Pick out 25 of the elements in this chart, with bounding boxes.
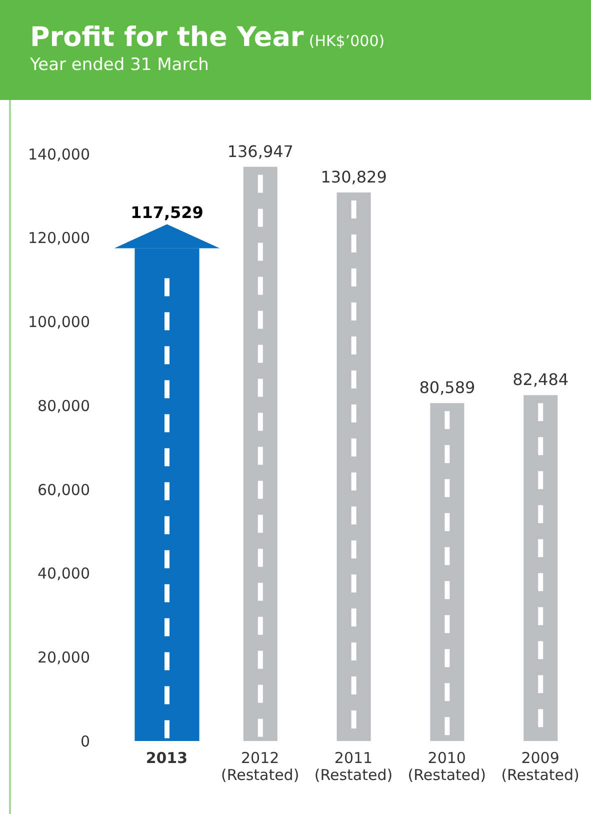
y-tick-label: 20,000: [38, 648, 90, 666]
x-tick-label: 2009 (Restated): [501, 749, 580, 784]
y-tick-label: 100,000: [28, 313, 90, 332]
y-tick-label: 40,000: [38, 564, 90, 583]
data-label: 136,947: [227, 142, 294, 161]
y-tick-label: 60,000: [38, 480, 90, 499]
data-label: 117,529: [130, 203, 204, 222]
y-tick-label: 80,000: [38, 396, 90, 415]
y-tick-label: 120,000: [28, 229, 90, 248]
y-tick-label: 140,000: [28, 145, 90, 164]
bar: [524, 395, 558, 741]
data-label: 130,829: [320, 167, 387, 186]
data-label: 82,484: [512, 370, 569, 390]
data-label: 80,589: [419, 378, 476, 398]
y-tick-label: 0: [80, 732, 90, 750]
x-tick-label: 2013: [146, 749, 188, 767]
bar: [336, 192, 371, 741]
bar: [243, 166, 278, 741]
text: (HK$’000): [308, 32, 385, 50]
chart-subtitle: Year ended 31 March: [30, 55, 210, 75]
x-tick-label: 2012 (Restated): [221, 749, 300, 784]
x-tick-label: 2011 (Restated): [314, 749, 393, 784]
bar: [430, 403, 464, 741]
chart-title: Profit for the Year: [30, 22, 304, 53]
x-tick-label: 2010 (Restated): [408, 749, 486, 784]
